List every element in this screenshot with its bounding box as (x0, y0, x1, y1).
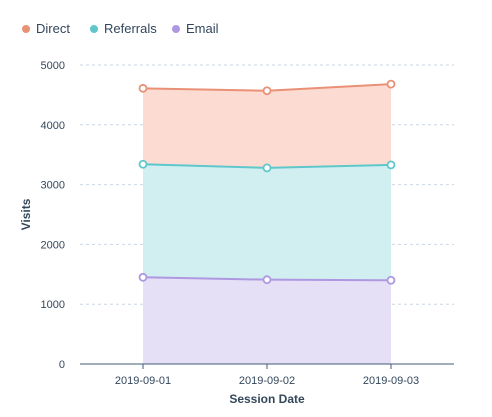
y-tick-label: 3000 (41, 180, 65, 192)
x-axis-ticks: 2019-09-01 2019-09-02 2019-09-03 (115, 364, 419, 387)
area-referrals (143, 164, 391, 281)
point-direct[interactable] (386, 79, 396, 89)
point-email[interactable] (262, 275, 272, 285)
point-direct[interactable] (262, 86, 272, 96)
y-tick-label: 4000 (41, 120, 65, 132)
point-email[interactable] (386, 275, 396, 285)
y-tick-label: 5000 (41, 60, 65, 72)
legend: Direct Referrals Email (22, 21, 219, 36)
y-axis-ticks: 0 1000 2000 3000 4000 5000 (41, 60, 65, 371)
legend-marker-direct (22, 25, 30, 33)
legend-label-referrals: Referrals (104, 21, 157, 36)
point-referrals[interactable] (138, 159, 148, 169)
area-email (143, 277, 391, 364)
area-series (143, 84, 391, 364)
y-axis-title: Visits (19, 198, 33, 230)
y-tick-label: 1000 (41, 299, 65, 311)
x-tick-label: 2019-09-01 (115, 375, 171, 387)
legend-marker-email (172, 25, 180, 33)
y-tick-label: 2000 (41, 239, 65, 251)
x-tick-label: 2019-09-02 (239, 375, 295, 387)
area-direct (143, 84, 391, 168)
point-email[interactable] (138, 272, 148, 282)
point-direct[interactable] (138, 83, 148, 93)
legend-label-email: Email (186, 21, 219, 36)
legend-marker-referrals (90, 25, 98, 33)
x-tick-label: 2019-09-03 (363, 375, 419, 387)
legend-label-direct: Direct (36, 21, 70, 36)
data-points (138, 79, 396, 285)
y-tick-label: 0 (59, 359, 65, 371)
point-referrals[interactable] (262, 163, 272, 173)
x-axis-title: Session Date (229, 392, 305, 406)
point-referrals[interactable] (386, 160, 396, 170)
